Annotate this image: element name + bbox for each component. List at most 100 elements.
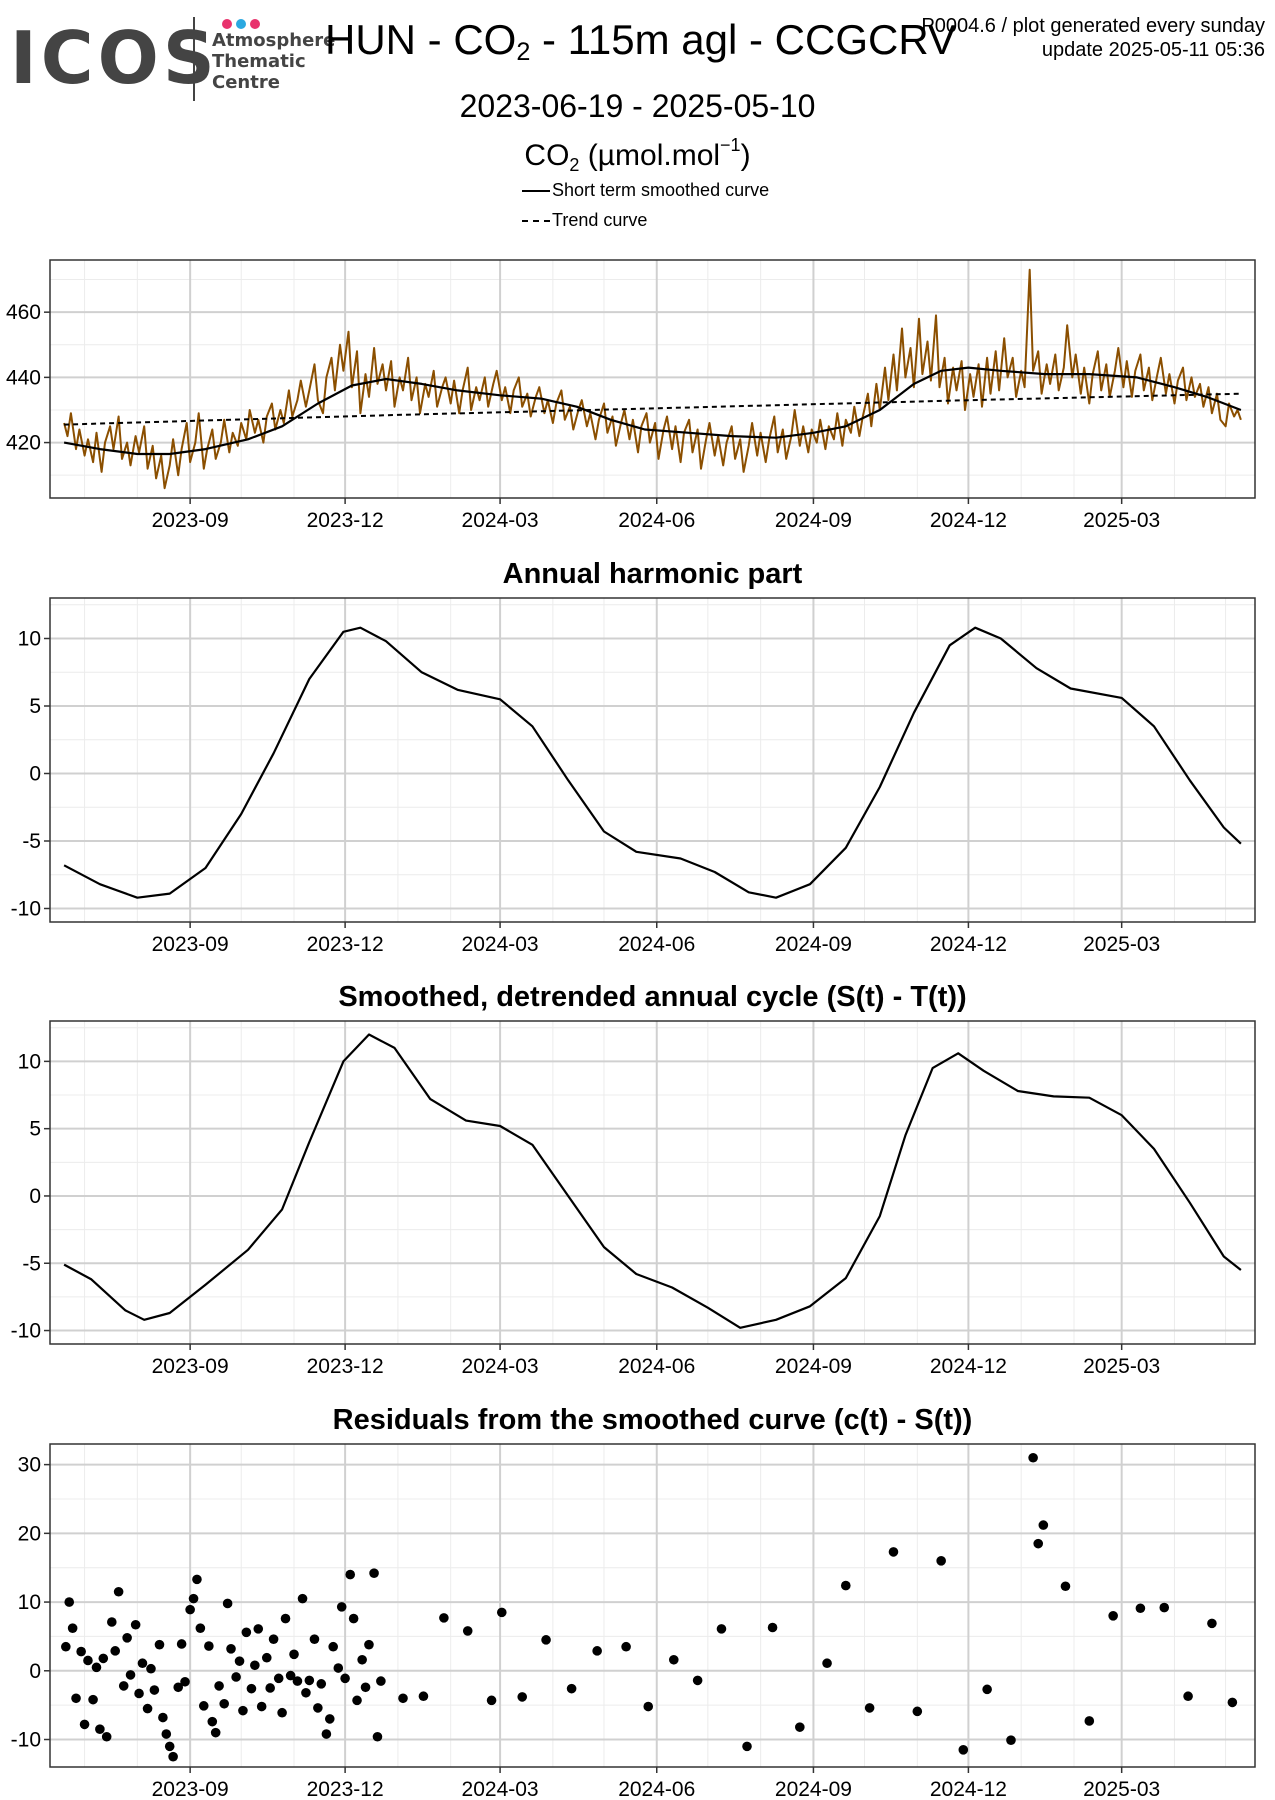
residual-point <box>289 1649 299 1660</box>
residual-point <box>517 1692 528 1702</box>
residual-point <box>840 1580 851 1591</box>
residual-point <box>118 1681 129 1691</box>
residual-point <box>277 1707 287 1718</box>
residual-point <box>188 1593 199 1604</box>
plot-frame <box>49 259 1256 499</box>
x-tick-label: 2024-06 <box>618 1355 695 1378</box>
legend-dashed-swatch <box>522 220 550 222</box>
residual-point <box>357 1654 367 1665</box>
smoothed-curve-line <box>63 366 1242 456</box>
residual-point <box>958 1745 969 1755</box>
residual-point <box>122 1633 132 1643</box>
x-tick-label: 2024-09 <box>775 933 852 956</box>
plot-frame <box>49 1443 1256 1768</box>
residual-point <box>621 1641 631 1652</box>
residual-point <box>348 1613 359 1624</box>
residual-point <box>566 1683 577 1694</box>
x-tick-label: 2025-03 <box>1083 1778 1160 1800</box>
residual-point <box>261 1652 272 1663</box>
x-tick-label: 2024-09 <box>775 509 852 532</box>
residual-point <box>321 1729 332 1739</box>
residual-point <box>95 1724 105 1735</box>
x-tick-label: 2024-12 <box>930 509 1007 532</box>
residual-point <box>1135 1603 1146 1614</box>
residual-point <box>767 1622 778 1633</box>
page-title: HUN - CO2 - 115m agl - CCGCRV <box>325 16 956 67</box>
residual-point <box>304 1675 315 1686</box>
residual-point <box>340 1673 350 1684</box>
y-tick-label: 0 <box>29 1185 41 1208</box>
residual-point <box>61 1641 71 1652</box>
unit-mid: (µmol.mol <box>579 139 721 172</box>
y-tick-label: 420 <box>6 432 41 455</box>
legend-label: Short term smoothed curve <box>552 180 770 200</box>
y-tick-label: -10 <box>11 898 41 921</box>
residual-point <box>1227 1697 1238 1708</box>
residual-point <box>107 1617 117 1627</box>
residual-point <box>241 1627 252 1638</box>
residual-point <box>280 1613 291 1624</box>
residual-point <box>692 1675 703 1686</box>
y-tick-label: 20 <box>18 1522 41 1545</box>
residual-point <box>180 1676 190 1687</box>
residual-point <box>668 1654 679 1665</box>
panel-title: Annual harmonic part <box>503 558 803 590</box>
residual-point <box>1108 1611 1118 1621</box>
residual-point <box>888 1547 899 1557</box>
residual-point <box>214 1681 224 1691</box>
residual-point <box>462 1626 473 1636</box>
residual-point <box>372 1731 383 1742</box>
trend-curve-line <box>64 392 1241 426</box>
logo-subtitle: Atmosphere Thematic Centre <box>212 30 335 93</box>
y-tick-label: 10 <box>18 1591 41 1614</box>
y-tick-label: 0 <box>29 1660 41 1683</box>
x-tick-label: 2024-12 <box>930 1355 1007 1378</box>
x-tick-label: 2023-12 <box>307 1778 384 1800</box>
residual-point <box>192 1574 202 1585</box>
logo-subtitle-line: Centre <box>212 72 280 93</box>
metadata-line: P0004.6 / plot generated every sunday <box>921 15 1265 37</box>
residual-point <box>273 1673 284 1684</box>
residual-point <box>1084 1716 1095 1726</box>
chart-panel: 420 440 460 2023-09 2023-12 2024-03 2024-06 202… <box>6 259 1256 532</box>
residual-point <box>316 1679 327 1689</box>
residual-point <box>176 1639 187 1649</box>
logo-wordmark: ICOS <box>10 16 219 100</box>
y-tick-label: 10 <box>18 1050 41 1073</box>
title-prefix: HUN - CO <box>325 16 517 63</box>
smoothed-curve-line <box>63 1033 1242 1329</box>
residual-point <box>83 1655 93 1666</box>
residual-point <box>292 1676 303 1686</box>
residual-point <box>742 1741 752 1752</box>
residual-point <box>219 1698 230 1709</box>
smoothed-curve-line <box>63 626 1242 899</box>
x-tick-label: 2023-09 <box>152 933 229 956</box>
plot-frame <box>49 1020 1256 1345</box>
residual-point <box>1183 1691 1193 1702</box>
legend-label: Trend curve <box>552 210 648 230</box>
residual-point <box>137 1658 148 1669</box>
x-tick-label: 2023-12 <box>307 933 384 956</box>
y-tick-label: 0 <box>29 763 41 786</box>
residual-point <box>204 1641 214 1651</box>
y-tick-label: -5 <box>22 830 41 853</box>
logo-dots <box>222 16 282 30</box>
residual-point <box>185 1604 195 1615</box>
y-tick-label: -5 <box>22 1252 41 1275</box>
logo-subtitle-line: Atmosphere <box>212 30 336 51</box>
y-tick-label: 5 <box>29 1118 41 1141</box>
residual-point <box>253 1624 264 1634</box>
residual-point <box>158 1712 168 1723</box>
residual-point <box>301 1687 311 1698</box>
plot-metadata: P0004.6 / plot generated every sunday up… <box>921 14 1265 62</box>
x-tick-label: 2024-09 <box>775 1355 852 1378</box>
chart-panel: -10 -5 0 5 10 2023-09 2023-12 2024-03 2024-06 202… <box>11 981 1256 1378</box>
residual-point <box>398 1693 408 1704</box>
plot-frame <box>49 597 1256 923</box>
x-tick-label: 2024-12 <box>930 933 1007 956</box>
residual-point <box>352 1695 362 1706</box>
residual-point <box>1060 1581 1071 1592</box>
residual-point <box>88 1694 98 1705</box>
residual-point <box>134 1688 144 1699</box>
x-tick-label: 2024-12 <box>930 1778 1007 1800</box>
